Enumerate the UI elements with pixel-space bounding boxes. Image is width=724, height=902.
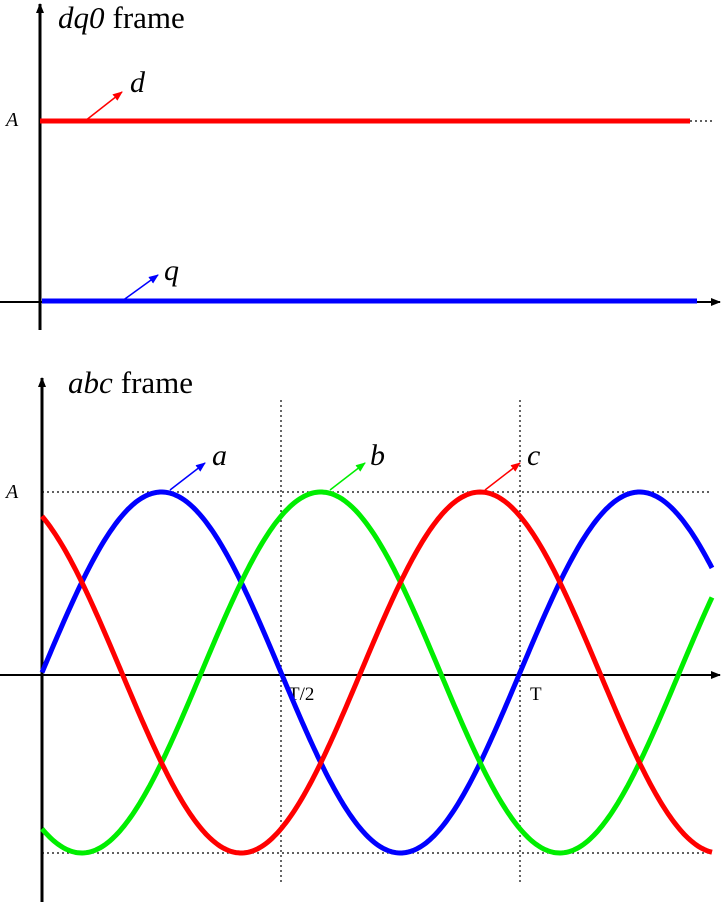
curve-label: q	[164, 254, 179, 287]
pointer	[329, 462, 366, 491]
amplitude-label: A	[4, 109, 19, 131]
pointer	[169, 462, 206, 491]
curve-label: a	[212, 439, 227, 472]
title-word: frame	[121, 365, 193, 400]
title-word: frame	[113, 0, 185, 35]
pointer	[121, 274, 159, 302]
pointer	[84, 91, 123, 122]
curve-label: b	[370, 439, 385, 472]
bottom-title: abc frame	[68, 365, 193, 400]
title-symbol: dq0	[58, 0, 105, 35]
title-symbol: abc	[68, 365, 113, 400]
curve-label: c	[527, 439, 540, 472]
wave	[39, 489, 715, 856]
amplitude-label: A	[4, 481, 19, 503]
wave	[40, 489, 715, 856]
top-title: dq0 frame	[58, 0, 185, 35]
waves	[39, 489, 715, 856]
tick-label: T	[530, 684, 542, 705]
curve-label: d	[130, 66, 146, 99]
wave	[40, 489, 713, 856]
pointer	[484, 462, 521, 491]
